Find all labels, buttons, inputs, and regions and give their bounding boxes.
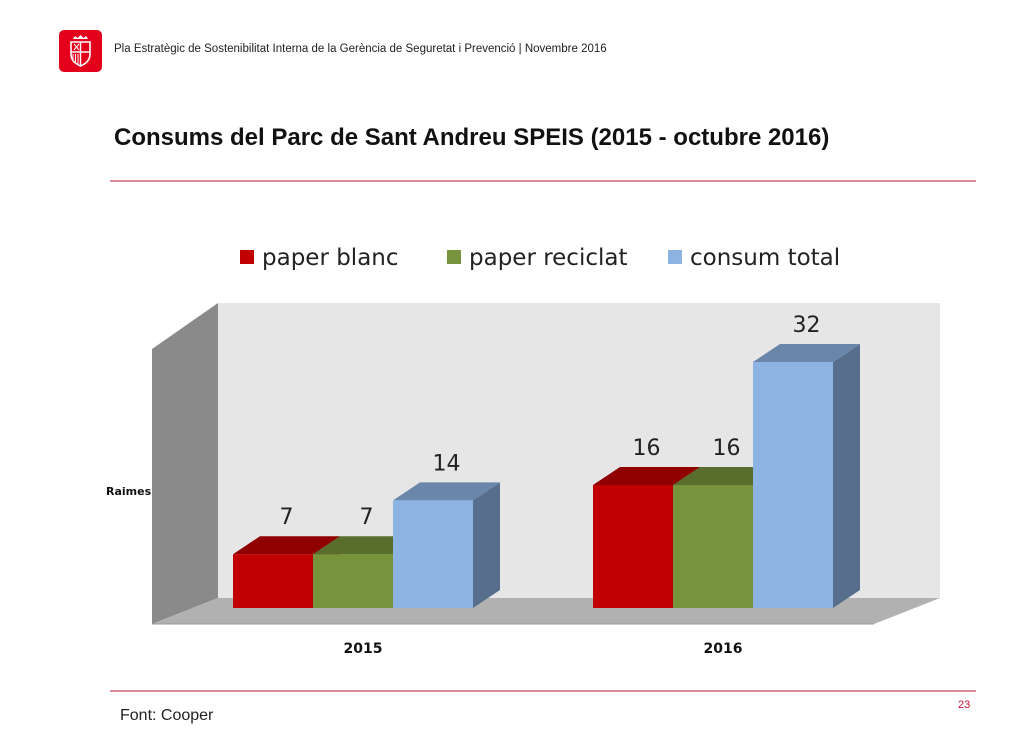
bar-top [593,467,700,485]
data-label: 14 [433,451,461,476]
data-label: 16 [633,436,661,461]
title-divider [110,180,976,182]
bar-side [833,344,860,608]
page-title: Consums del Parc de Sant Andreu SPEIS (2… [114,124,830,151]
bar [313,554,393,608]
legend-label: paper reciclat [469,245,628,271]
legend-swatch [240,250,254,264]
footer-source: Font: Cooper [120,707,214,724]
legend-label: consum total [690,245,840,271]
bar [233,554,313,608]
data-label: 32 [793,313,821,338]
x-tick-label: 2016 [704,641,743,657]
bar [673,485,753,608]
barcelona-logo [59,30,102,72]
x-tick-label: 2015 [344,641,383,657]
bar [393,500,473,608]
y-axis-label: Raimes [106,485,152,498]
bar-side [473,482,500,608]
chart-side-wall [152,303,218,624]
data-label: 7 [360,505,374,530]
bar [593,485,673,608]
page-number: 23 [958,699,971,711]
legend-label: paper blanc [262,245,399,271]
bar-top [393,482,500,501]
bar-top [753,344,860,362]
header-text: Pla Estratègic de Sostenibilitat Interna… [114,43,607,55]
bar [753,362,833,608]
legend-swatch [668,250,682,264]
data-label: 16 [713,436,741,461]
legend-swatch [447,250,461,264]
footer-divider [110,690,976,692]
bar-top [233,536,340,555]
data-label: 7 [280,505,294,530]
